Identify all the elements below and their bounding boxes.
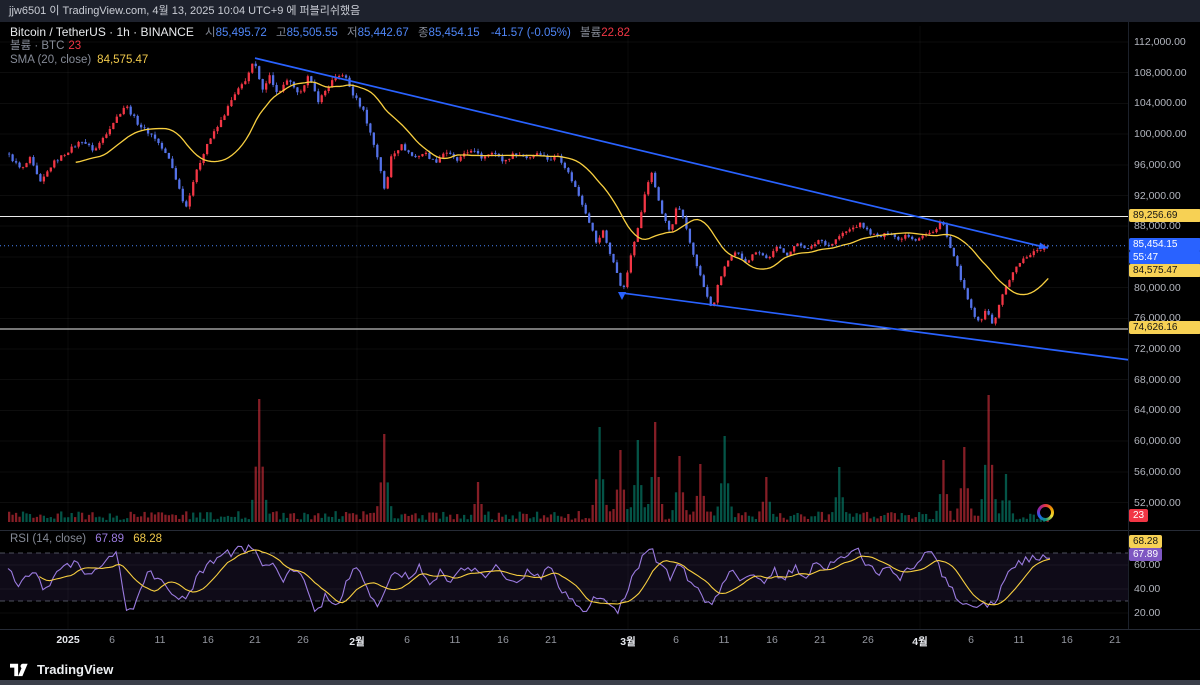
open-value: 85,495.72 bbox=[215, 27, 267, 39]
price-axis-badge: 74,626.16 bbox=[1129, 321, 1200, 334]
time-axis-label: 21 bbox=[814, 634, 826, 646]
close-label: 종 bbox=[417, 27, 429, 39]
time-axis-label: 11 bbox=[154, 634, 166, 646]
price-axis-badge: 89,256.69 bbox=[1129, 209, 1200, 222]
volume-value: 22.82 bbox=[601, 27, 630, 39]
price-axis-badge: 68.28 bbox=[1129, 535, 1163, 548]
high-value: 85,505.55 bbox=[286, 27, 338, 39]
change-value: -41.57 (-0.05%) bbox=[490, 27, 571, 39]
sma-indicator-value: 84,575.47 bbox=[97, 54, 149, 66]
price-axis-label: 88,000.00 bbox=[1134, 220, 1181, 233]
time-axis-label: 6 bbox=[673, 634, 679, 646]
sma-indicator-label[interactable]: SMA (20, close) bbox=[10, 54, 92, 66]
price-axis-label: 108,000.00 bbox=[1134, 66, 1187, 79]
rsi-indicator-label[interactable]: RSI (14, close) bbox=[10, 533, 87, 545]
price-axis-badge: 84,575.47 bbox=[1129, 264, 1200, 277]
price-axis-label: 68,000.00 bbox=[1134, 373, 1181, 386]
rsi-legend: RSI (14, close) 67.89 68.28 bbox=[10, 533, 162, 545]
rsi-value: 67.89 bbox=[95, 533, 125, 545]
rsi-ma-value: 68.28 bbox=[133, 533, 163, 545]
time-axis-label: 21 bbox=[1109, 634, 1121, 646]
price-axis-label: 96,000.00 bbox=[1134, 158, 1181, 171]
publish-info-text: jjw6501 이 TradingView.com, 4월 13, 2025 1… bbox=[9, 5, 361, 17]
price-axis-label: 60,000.00 bbox=[1134, 435, 1181, 448]
legend-row-volume: 볼륨 · BTC 23 bbox=[10, 39, 630, 53]
time-axis-label: 2월 bbox=[349, 636, 365, 648]
time-axis-label: 21 bbox=[249, 634, 261, 646]
open-label: 시 bbox=[205, 27, 216, 39]
volume-indicator-value: 23 bbox=[68, 40, 82, 52]
price-axis-label: 92,000.00 bbox=[1134, 189, 1181, 202]
time-axis-label: 26 bbox=[862, 634, 874, 646]
time-axis-label: 16 bbox=[766, 634, 778, 646]
price-axis-badge: 85,454.15 bbox=[1129, 238, 1200, 251]
bottom-strip bbox=[0, 680, 1200, 685]
close-value: 85,454.15 bbox=[428, 27, 480, 39]
legend-row-main: Bitcoin / TetherUS · 1h · BINANCE 시85,49… bbox=[10, 25, 630, 39]
footer-brand[interactable]: TradingView bbox=[37, 661, 114, 677]
time-axis-label: 6 bbox=[109, 634, 115, 646]
price-axis-badge: 55:47 bbox=[1129, 251, 1200, 264]
price-axis[interactable]: 112,000.00 108,000.00 104,000.00 100,000.00… bbox=[1128, 22, 1200, 629]
time-axis-label: 11 bbox=[718, 634, 730, 646]
colored-circle-icon[interactable] bbox=[1037, 504, 1054, 521]
time-axis-label: 16 bbox=[1061, 634, 1073, 646]
price-axis-label: 104,000.00 bbox=[1134, 97, 1187, 110]
volume-indicator-label[interactable]: 볼륨 · BTC bbox=[10, 40, 65, 52]
time-axis-label: 2025 bbox=[56, 634, 80, 646]
time-axis-label: 16 bbox=[497, 634, 509, 646]
price-axis-badge: 67.89 bbox=[1129, 548, 1163, 561]
tradingview-logo-icon[interactable] bbox=[10, 662, 31, 677]
time-axis-label: 21 bbox=[545, 634, 557, 646]
time-axis-label: 11 bbox=[1013, 634, 1025, 646]
rsi-axis-label: 40.00 bbox=[1134, 583, 1161, 595]
publish-info-bar: jjw6501 이 TradingView.com, 4월 13, 2025 1… bbox=[0, 0, 1200, 22]
price-axis-label: 72,000.00 bbox=[1134, 343, 1181, 355]
time-axis-label: 16 bbox=[202, 634, 214, 646]
high-label: 고 bbox=[276, 27, 287, 39]
time-axis-label: 4월 bbox=[912, 636, 928, 648]
price-axis-label: 52,000.00 bbox=[1134, 496, 1181, 509]
rsi-axis-label: 60.00 bbox=[1134, 559, 1161, 571]
price-axis-label: 112,000.00 bbox=[1134, 36, 1186, 48]
symbol-legend: Bitcoin / TetherUS · 1h · BINANCE 시85,49… bbox=[10, 25, 630, 67]
time-axis-label: 11 bbox=[449, 634, 461, 646]
price-axis-label: 80,000.00 bbox=[1134, 281, 1181, 294]
time-axis-label: 26 bbox=[297, 634, 309, 646]
legend-row-sma: SMA (20, close) 84,575.47 bbox=[10, 53, 630, 67]
time-axis-label: 3월 bbox=[620, 636, 636, 648]
rsi-axis-label: 20.00 bbox=[1134, 607, 1161, 619]
price-axis-badge: 23 bbox=[1129, 509, 1149, 522]
footer-bar: TradingView bbox=[10, 658, 113, 680]
price-axis-label: 64,000.00 bbox=[1134, 404, 1181, 417]
time-axis-label: 6 bbox=[404, 634, 410, 646]
time-axis[interactable]: 2025 6 11 16 21 26 2월 6 11 16 21 3월 6 11 16 21 26 4월 6 11 16… bbox=[0, 634, 1128, 650]
price-axis-label: 100,000.00 bbox=[1134, 128, 1187, 141]
volume-label: 볼륨 bbox=[580, 27, 602, 39]
time-axis-label: 6 bbox=[968, 634, 974, 646]
price-axis-label: 56,000.00 bbox=[1134, 465, 1181, 478]
low-value: 85,442.67 bbox=[357, 27, 409, 39]
symbol-title[interactable]: Bitcoin / TetherUS · 1h · BINANCE bbox=[10, 25, 194, 39]
low-label: 저 bbox=[346, 27, 358, 39]
